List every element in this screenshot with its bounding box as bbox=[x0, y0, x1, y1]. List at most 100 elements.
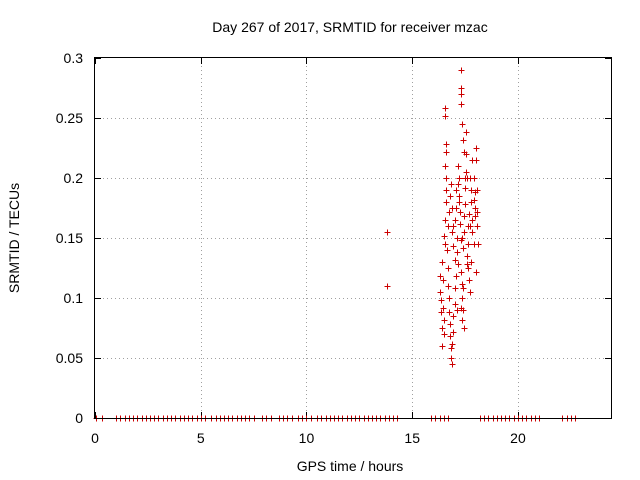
data-point bbox=[445, 265, 452, 272]
data-point bbox=[455, 261, 462, 268]
data-point bbox=[440, 277, 447, 284]
data-point bbox=[444, 247, 451, 254]
data-point bbox=[441, 331, 448, 338]
data-point bbox=[442, 217, 449, 224]
data-point bbox=[446, 209, 453, 216]
data-point bbox=[458, 101, 465, 108]
data-point bbox=[467, 223, 474, 230]
data-point bbox=[472, 213, 479, 220]
data-point bbox=[473, 145, 480, 152]
data-point bbox=[450, 313, 457, 320]
data-point bbox=[460, 307, 467, 314]
data-point bbox=[448, 355, 455, 362]
data-point bbox=[438, 297, 445, 304]
data-point bbox=[458, 85, 465, 92]
data-point bbox=[454, 249, 461, 256]
data-point bbox=[474, 187, 481, 194]
data-point bbox=[441, 233, 448, 240]
data-point bbox=[442, 241, 449, 248]
data-point bbox=[453, 187, 460, 194]
data-point bbox=[466, 277, 473, 284]
data-point bbox=[437, 289, 444, 296]
data-point bbox=[462, 201, 469, 208]
data-point bbox=[471, 175, 478, 182]
data-point bbox=[445, 283, 452, 290]
data-point bbox=[455, 181, 462, 188]
data-point bbox=[448, 345, 455, 352]
data-point bbox=[452, 301, 459, 308]
data-point bbox=[461, 325, 468, 332]
data-point bbox=[457, 209, 464, 216]
data-point bbox=[474, 223, 481, 230]
data-point bbox=[449, 229, 456, 236]
x-tick-label: 0 bbox=[91, 430, 99, 446]
data-point bbox=[464, 261, 471, 268]
data-point bbox=[459, 121, 466, 128]
y-tick-label: 0.05 bbox=[56, 350, 83, 366]
data-point bbox=[458, 67, 465, 74]
x-axis-label: GPS time / hours bbox=[297, 458, 404, 474]
data-point bbox=[460, 285, 467, 292]
data-point bbox=[446, 295, 453, 302]
data-point bbox=[456, 199, 463, 206]
data-point bbox=[462, 185, 469, 192]
y-tick-label: 0.15 bbox=[56, 230, 83, 246]
x-tick-label: 15 bbox=[404, 430, 420, 446]
data-point bbox=[438, 309, 445, 316]
data-point bbox=[454, 307, 461, 314]
axis-ticks bbox=[95, 58, 611, 419]
data-point bbox=[447, 193, 454, 200]
data-point bbox=[458, 269, 465, 276]
data-point bbox=[441, 317, 448, 324]
data-point bbox=[446, 309, 453, 316]
data-point bbox=[456, 193, 463, 200]
data-point bbox=[460, 137, 467, 144]
data-point bbox=[439, 325, 446, 332]
data-point bbox=[443, 141, 450, 148]
data-point bbox=[465, 241, 472, 248]
data-point bbox=[461, 229, 468, 236]
data-point bbox=[474, 209, 481, 216]
data-point bbox=[469, 217, 476, 224]
data-point bbox=[471, 197, 478, 204]
data-point bbox=[459, 317, 466, 324]
y-tick-label: 0.3 bbox=[64, 50, 84, 66]
x-tick-label: 10 bbox=[299, 430, 315, 446]
data-point bbox=[440, 305, 447, 312]
data-point bbox=[447, 333, 454, 340]
data-point bbox=[459, 235, 466, 242]
y-tick-label: 0.25 bbox=[56, 110, 83, 126]
x-tick-labels: 0 5 10 15 20 bbox=[91, 430, 526, 446]
data-point bbox=[473, 157, 480, 164]
data-point bbox=[463, 129, 470, 136]
data-point bbox=[463, 169, 470, 176]
data-point bbox=[475, 241, 482, 248]
y-axis-label: SRMTID / TECUs bbox=[6, 183, 22, 293]
data-point bbox=[452, 217, 459, 224]
data-point bbox=[450, 223, 457, 230]
data-point bbox=[448, 181, 455, 188]
data-point bbox=[442, 113, 449, 120]
data-point bbox=[463, 151, 470, 158]
chart-title: Day 267 of 2017, SRMTID for receiver mza… bbox=[212, 19, 487, 35]
data-point bbox=[442, 105, 449, 112]
data-point bbox=[443, 149, 450, 156]
x-tick-label: 5 bbox=[197, 430, 205, 446]
data-point bbox=[456, 175, 463, 182]
data-point bbox=[464, 175, 471, 182]
data-point bbox=[464, 253, 471, 260]
data-point bbox=[443, 187, 450, 194]
grid bbox=[95, 58, 611, 418]
data-point bbox=[449, 341, 456, 348]
data-point bbox=[455, 163, 462, 170]
data-point bbox=[458, 91, 465, 98]
data-point bbox=[461, 213, 468, 220]
data-point bbox=[449, 361, 456, 368]
data-point bbox=[459, 281, 466, 288]
data-point bbox=[467, 289, 474, 296]
data-point bbox=[469, 229, 476, 236]
data-point bbox=[453, 273, 460, 280]
data-point bbox=[466, 211, 473, 218]
data-point bbox=[443, 199, 450, 206]
